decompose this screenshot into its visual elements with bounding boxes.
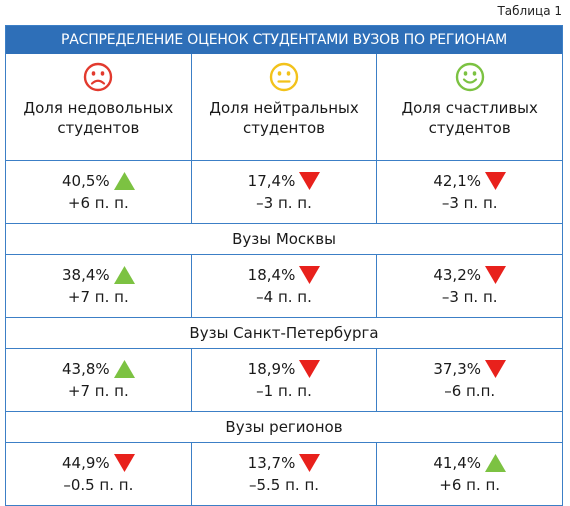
section-title: Вузы регионов <box>6 411 562 442</box>
data-cell: 38,4% +7 п. п. <box>6 255 191 317</box>
data-cell: 18,9% –1 п. п. <box>190 349 377 411</box>
share-value: 42,1% <box>433 172 481 190</box>
section-title: Вузы Санкт-Петербурга <box>6 317 562 348</box>
share-value: 18,4% <box>247 266 296 284</box>
data-cell: 43,2% –3 п. п. <box>376 255 562 317</box>
column-header-neutral: Доля нейтральных студентов <box>190 54 377 160</box>
table-title: РАСПРЕДЕЛЕНИЕ ОЦЕНОК СТУДЕНТАМИ ВУЗОВ ПО… <box>6 26 562 54</box>
triangle-up-icon <box>485 454 506 472</box>
triangle-down-icon <box>299 360 321 378</box>
change-value: +7 п. п. <box>67 288 129 306</box>
value-line: 43,8% <box>62 359 135 379</box>
change-value: +7 п. п. <box>67 382 129 400</box>
triangle-up-icon <box>113 266 135 284</box>
column-header-row: Доля недовольных студентов Доля нейтраль… <box>6 54 562 160</box>
triangle-down-icon <box>299 172 321 190</box>
triangle-down-icon <box>485 360 506 378</box>
change-value: +6 п. п. <box>439 476 501 494</box>
neutral-face-icon <box>269 62 299 92</box>
value-line: 42,1% <box>433 171 506 191</box>
table-row: 40,5% +6 п. п. 17,4% –3 п. п. 42,1% –3 п. п. <box>6 160 562 223</box>
data-cell: 43,8% +7 п. п. <box>6 349 191 411</box>
table-row: 38,4% +7 п. п. 18,4% –4 п. п. 43,2% –3 п. п. <box>6 254 562 317</box>
change-value: –1 п. п. <box>256 382 312 400</box>
share-value: 38,4% <box>62 266 110 284</box>
table-row: 43,8% +7 п. п. 18,9% –1 п. п. 37,3% –6 п.п. <box>6 348 562 411</box>
share-value: 43,8% <box>62 360 110 378</box>
value-line: 44,9% <box>62 453 135 473</box>
change-value: –5.5 п. п. <box>248 476 320 494</box>
value-line: 40,5% <box>62 171 135 191</box>
change-value: –4 п. п. <box>256 288 312 306</box>
value-line: 18,9% <box>248 359 321 379</box>
data-cell: 18,4% –4 п. п. <box>190 255 377 317</box>
value-line: 13,7% <box>248 453 321 473</box>
table-row: 44,9% –0.5 п. п. 13,7% –5.5 п. п. 41,4% +6 п.… <box>6 442 562 505</box>
sad-face-icon <box>84 62 113 92</box>
share-value: 40,5% <box>62 172 110 190</box>
data-cell: 17,4% –3 п. п. <box>190 161 377 223</box>
triangle-down-icon <box>299 454 321 472</box>
change-value: +6 п. п. <box>67 194 129 212</box>
value-line: 37,3% <box>433 359 506 379</box>
happy-face-icon <box>455 62 484 92</box>
change-value: –3 п. п. <box>441 288 498 306</box>
triangle-down-icon <box>113 454 135 472</box>
data-cell: 41,4% +6 п. п. <box>376 443 562 505</box>
column-header-happy: Доля счастливых студентов <box>376 54 562 160</box>
data-cell: 44,9% –0.5 п. п. <box>6 443 191 505</box>
share-value: 41,4% <box>433 454 481 472</box>
triangle-up-icon <box>113 172 135 190</box>
change-value: –0.5 п. п. <box>63 476 134 494</box>
change-value: –6 п.п. <box>444 382 496 400</box>
triangle-down-icon <box>485 172 506 190</box>
triangle-up-icon <box>113 360 135 378</box>
regional-ratings-table: РАСПРЕДЕЛЕНИЕ ОЦЕНОК СТУДЕНТАМИ ВУЗОВ ПО… <box>5 25 563 506</box>
triangle-down-icon <box>485 266 506 284</box>
share-value: 44,9% <box>62 454 110 472</box>
value-line: 18,4% <box>248 265 321 285</box>
value-line: 41,4% <box>433 453 506 473</box>
change-value: –3 п. п. <box>256 194 312 212</box>
column-label-happy: Доля счастливых студентов <box>401 99 538 137</box>
column-label-dissatisfied: Доля недовольных студентов <box>23 99 174 137</box>
value-line: 43,2% <box>433 265 506 285</box>
data-cell: 13,7% –5.5 п. п. <box>190 443 377 505</box>
share-value: 37,3% <box>433 360 481 378</box>
value-line: 17,4% <box>248 171 321 191</box>
share-value: 43,2% <box>433 266 481 284</box>
column-header-dissatisfied: Доля недовольных студентов <box>6 54 191 160</box>
data-cell: 42,1% –3 п. п. <box>376 161 562 223</box>
section-title: Вузы Москвы <box>6 223 562 254</box>
data-cell: 40,5% +6 п. п. <box>6 161 191 223</box>
data-cell: 37,3% –6 п.п. <box>376 349 562 411</box>
share-value: 17,4% <box>247 172 296 190</box>
column-label-neutral: Доля нейтральных студентов <box>209 99 359 137</box>
change-value: –3 п. п. <box>441 194 498 212</box>
triangle-down-icon <box>299 266 321 284</box>
share-value: 18,9% <box>247 360 296 378</box>
table-caption: Таблица 1 <box>497 4 562 18</box>
share-value: 13,7% <box>247 454 296 472</box>
value-line: 38,4% <box>62 265 135 285</box>
